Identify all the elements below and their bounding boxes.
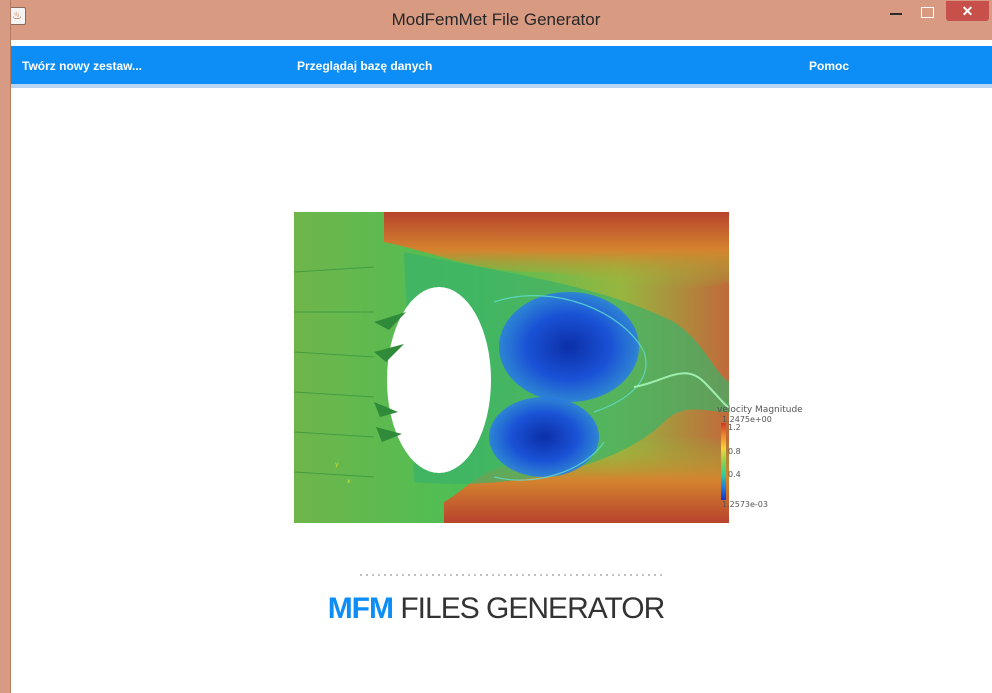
window-title: ModFemMet File Generator bbox=[391, 10, 601, 29]
minimize-button[interactable] bbox=[883, 1, 910, 21]
axis-y-label: y bbox=[335, 461, 339, 468]
menu-item-new-set[interactable]: Twórz nowy zestaw... bbox=[22, 59, 143, 73]
legend-tick-label: 1.2 bbox=[728, 423, 741, 432]
legend-title: velocity Magnitude bbox=[717, 405, 803, 415]
title-bar[interactable]: ♨ ModFemMet File Generator ✕ bbox=[0, 0, 992, 40]
legend-color-bar bbox=[721, 423, 726, 500]
menu-bar: Twórz nowy zestaw... Przeglądaj bazę dan… bbox=[11, 46, 992, 88]
maximize-icon bbox=[921, 7, 934, 18]
logo-text: FILES GENERATOR bbox=[400, 592, 665, 625]
java-app-icon[interactable]: ♨ bbox=[8, 7, 26, 25]
window-frame-left bbox=[0, 0, 11, 693]
logo-dotted-line bbox=[358, 573, 666, 577]
menu-item-help[interactable]: Pomoc bbox=[809, 59, 850, 73]
close-button[interactable]: ✕ bbox=[946, 1, 989, 21]
legend-tick-label: 0.8 bbox=[728, 447, 741, 456]
minimize-icon bbox=[890, 13, 902, 15]
flow-visualization-image bbox=[294, 212, 740, 523]
logo-brand: MFM bbox=[327, 592, 394, 625]
maximize-button[interactable] bbox=[914, 1, 941, 21]
axis-x-label: x bbox=[347, 478, 351, 485]
legend-max-value: 1.2475e+00 bbox=[722, 415, 772, 424]
legend-tick-label: 0.4 bbox=[728, 470, 741, 479]
menu-item-browse-database[interactable]: Przeglądaj bazę danych bbox=[297, 59, 433, 73]
mfm-logo: MFM FILES GENERATOR bbox=[0, 592, 992, 626]
legend-min-value: 1.2573e-03 bbox=[722, 500, 768, 509]
